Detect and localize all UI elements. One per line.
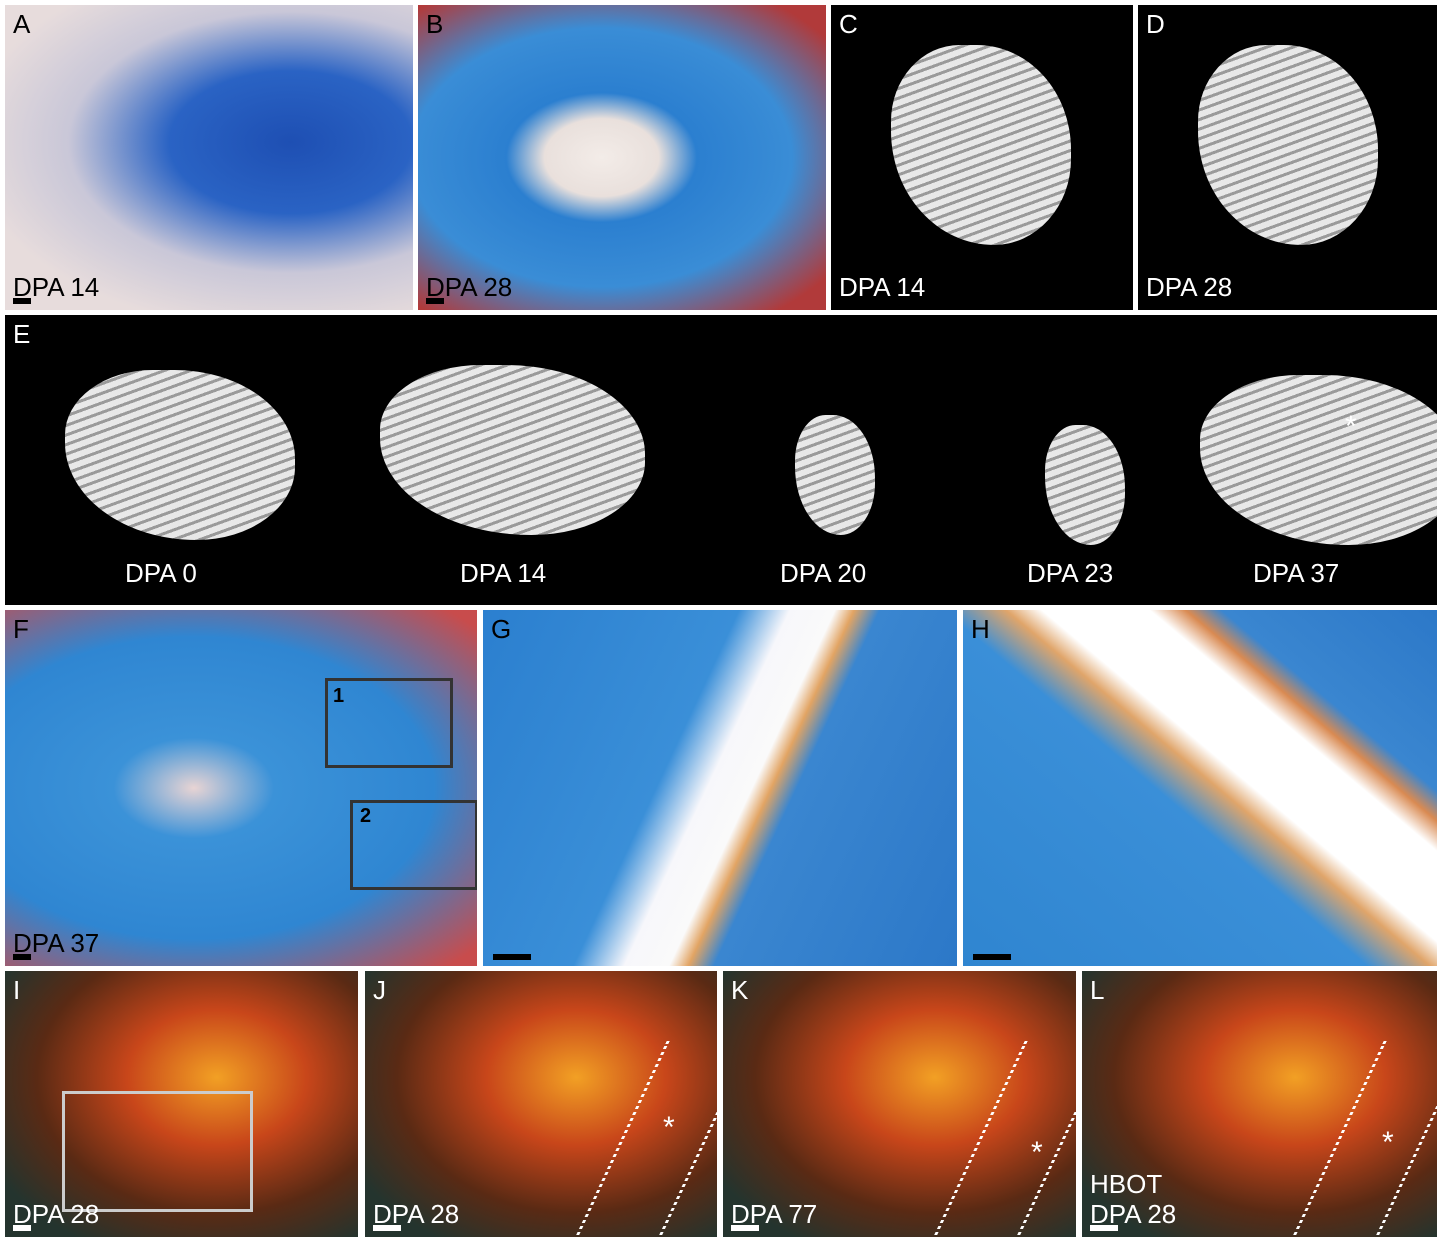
- render: [380, 365, 645, 535]
- render: [1198, 45, 1378, 245]
- panel-letter: K: [731, 975, 748, 1006]
- panel-letter: G: [491, 614, 511, 645]
- scale-bar: [13, 1225, 31, 1231]
- panel-letter: J: [373, 975, 386, 1006]
- scale-bar: [13, 298, 31, 304]
- outline: [573, 1041, 717, 1237]
- scale-bar: [13, 954, 31, 960]
- caption: DPA 0: [125, 558, 197, 589]
- caption: DPA 14: [460, 558, 546, 589]
- render: [891, 45, 1071, 245]
- marker: *: [1031, 1136, 1043, 1170]
- outline: [931, 1041, 1076, 1237]
- caption: DPA 23: [1027, 558, 1113, 589]
- inset-box: [325, 678, 453, 768]
- panel-letter: H: [971, 614, 990, 645]
- panel-letter: B: [426, 9, 443, 40]
- panel: C DPA 14: [831, 5, 1133, 310]
- render: [65, 370, 295, 540]
- caption: DPA 14: [839, 272, 925, 303]
- panel-letter: F: [13, 614, 29, 645]
- scale-bar: [973, 954, 1011, 960]
- scale-bar: [373, 1225, 401, 1231]
- render: [1045, 425, 1125, 545]
- marker: *: [1345, 410, 1357, 444]
- scale-bar: [426, 298, 444, 304]
- scale-bar: [731, 1225, 759, 1231]
- marker: 1: [333, 685, 344, 708]
- marker: 2: [360, 805, 371, 828]
- render: [795, 415, 875, 535]
- panel-letter: L: [1090, 975, 1104, 1006]
- caption: HBOT: [1090, 1169, 1162, 1200]
- outline: [1290, 1041, 1437, 1237]
- panel: G: [483, 610, 957, 966]
- panel-letter: A: [13, 9, 30, 40]
- marker: *: [663, 1111, 675, 1145]
- panel-letter: I: [13, 975, 20, 1006]
- panel: D DPA 28: [1138, 5, 1437, 310]
- panel-letter: C: [839, 9, 858, 40]
- scale-bar: [493, 954, 531, 960]
- render: [1200, 375, 1437, 545]
- scale-bar: [1090, 1225, 1118, 1231]
- caption: DPA 20: [780, 558, 866, 589]
- panel-letter: E: [13, 319, 30, 350]
- panel-letter: D: [1146, 9, 1165, 40]
- panel: E DPA 0 DPA 14 DPA 20 DPA 23 DPA 37 *: [5, 315, 1437, 605]
- caption: DPA 28: [1146, 272, 1232, 303]
- inset-box: [62, 1091, 253, 1212]
- figure: ADPA 14BDPA 28 C DPA 14 D DPA 28 E DPA 0 DPA 14…: [0, 0, 1442, 1237]
- caption: DPA 37: [1253, 558, 1339, 589]
- marker: *: [1382, 1126, 1394, 1160]
- panel: H: [963, 610, 1437, 966]
